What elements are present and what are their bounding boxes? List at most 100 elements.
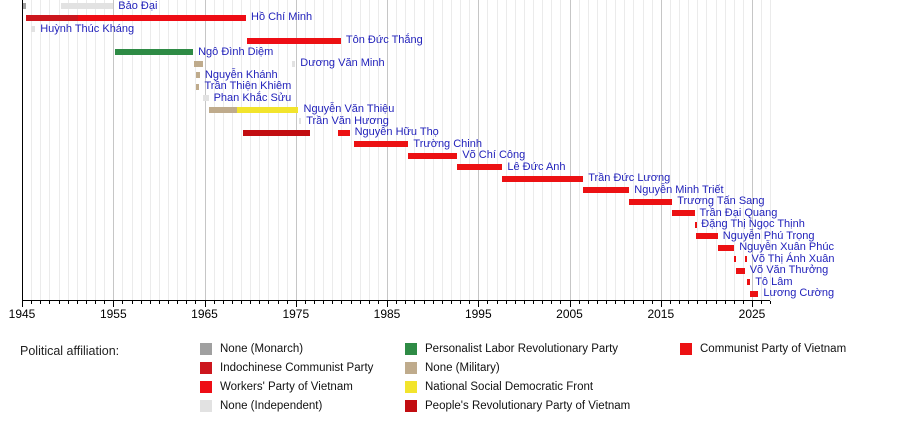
legend-item: People's Revolutionary Party of Vietnam [405,399,630,412]
axis-minor-tick [505,301,507,304]
gridline [752,0,753,300]
x-axis-line [22,300,770,301]
legend-item: Personalist Labor Revolutionary Party [405,342,630,355]
legend-swatch-cpv [680,342,692,355]
term-bar [237,106,299,113]
term-bar [115,49,194,55]
legend-swatch-nsdf [405,380,417,393]
axis-minor-tick [131,301,133,304]
person-label: Nguyễn Khánh [204,68,278,81]
gridline [222,0,224,300]
person-label: Lê Đức Anh [507,160,566,173]
gridline [450,0,452,300]
person-label: Ngô Đình Diệm [198,45,274,58]
gridline [569,0,571,300]
axis-minor-tick [441,301,443,304]
axis-minor-tick [414,301,416,304]
gridline [140,0,142,300]
axis-minor-tick [533,301,534,304]
axis-minor-tick [542,301,544,304]
axis-minor-tick [688,301,690,304]
term-bar [672,210,695,216]
gridline [259,0,261,300]
term-bar [583,187,630,193]
gridline [67,0,69,300]
axis-minor-tick [222,301,224,304]
gridline [533,0,534,300]
axis-minor-tick [633,301,635,304]
legend-item-label: Workers' Party of Vietnam [220,380,353,393]
term-bar [77,14,247,21]
legend-item: None (Military) [405,361,630,374]
term-bar [744,256,747,262]
person-label: Hồ Chí Minh [251,11,313,23]
gridline [58,0,60,300]
term-bar [750,290,759,297]
axis-minor-tick [396,301,398,304]
legend-swatch-none_independent [200,399,212,412]
term-bar [31,26,36,32]
axis-minor-tick [596,301,598,304]
axis-minor-tick [241,301,242,304]
term-bar [246,37,310,44]
gridline [505,0,507,300]
gridline [651,0,653,300]
gridline [578,0,580,300]
term-bar [196,83,200,90]
axis-minor-tick [332,301,334,304]
gridline [414,0,416,300]
axis-minor-tick [158,301,160,304]
axis-major-tick [387,301,388,307]
gridline [742,0,744,300]
axis-minor-tick [761,301,763,304]
gridline [314,0,315,300]
term-bar [746,279,751,285]
gridline [149,0,151,300]
gridline [761,0,763,300]
term-bar [26,14,78,21]
person-label: Đặng Thị Ngọc Thịnh [701,218,805,230]
gridline [213,0,215,300]
gridline [615,0,617,300]
axis-minor-tick [460,301,461,304]
axis-minor-tick [487,301,489,304]
gridline [95,0,96,300]
gridline [31,0,33,300]
axis-minor-tick [186,301,188,304]
legend-item-label: Communist Party of Vietnam [700,342,847,355]
axis-major-tick [22,301,23,307]
legend-swatch-none_military [405,361,417,374]
term-bar [298,118,302,124]
axis-major-tick [478,301,480,307]
person-label: Trần Đại Quang [699,206,778,219]
axis-minor-tick [551,301,553,304]
axis-minor-tick [341,301,343,304]
gridline [268,0,270,300]
person-label: Trần Văn Hương [306,114,389,127]
person-label: Trường Chinh [413,137,482,150]
legend-item-label: National Social Democratic Front [425,380,594,393]
person-label: Lương Cường [763,287,835,299]
axis-minor-tick [724,301,726,304]
person-label: Dương Văn Minh [300,57,385,69]
axis-minor-tick [742,301,744,304]
gridline [323,0,325,300]
gridline [423,0,425,300]
axis-minor-tick [177,301,179,304]
term-bar [202,95,209,101]
gridline [40,0,42,300]
axis-minor-tick [359,301,361,304]
axis-minor-tick [368,301,370,304]
gridline [724,0,726,300]
gridline [177,0,179,300]
gridline [377,0,379,300]
gridline [642,0,644,300]
gridline [113,0,115,300]
term-bar [502,175,584,182]
person-label: Võ Chí Công [462,149,526,161]
axis-major-tick [660,301,662,307]
term-bar [696,233,718,239]
gridline [332,0,334,300]
axis-minor-tick [496,301,498,304]
